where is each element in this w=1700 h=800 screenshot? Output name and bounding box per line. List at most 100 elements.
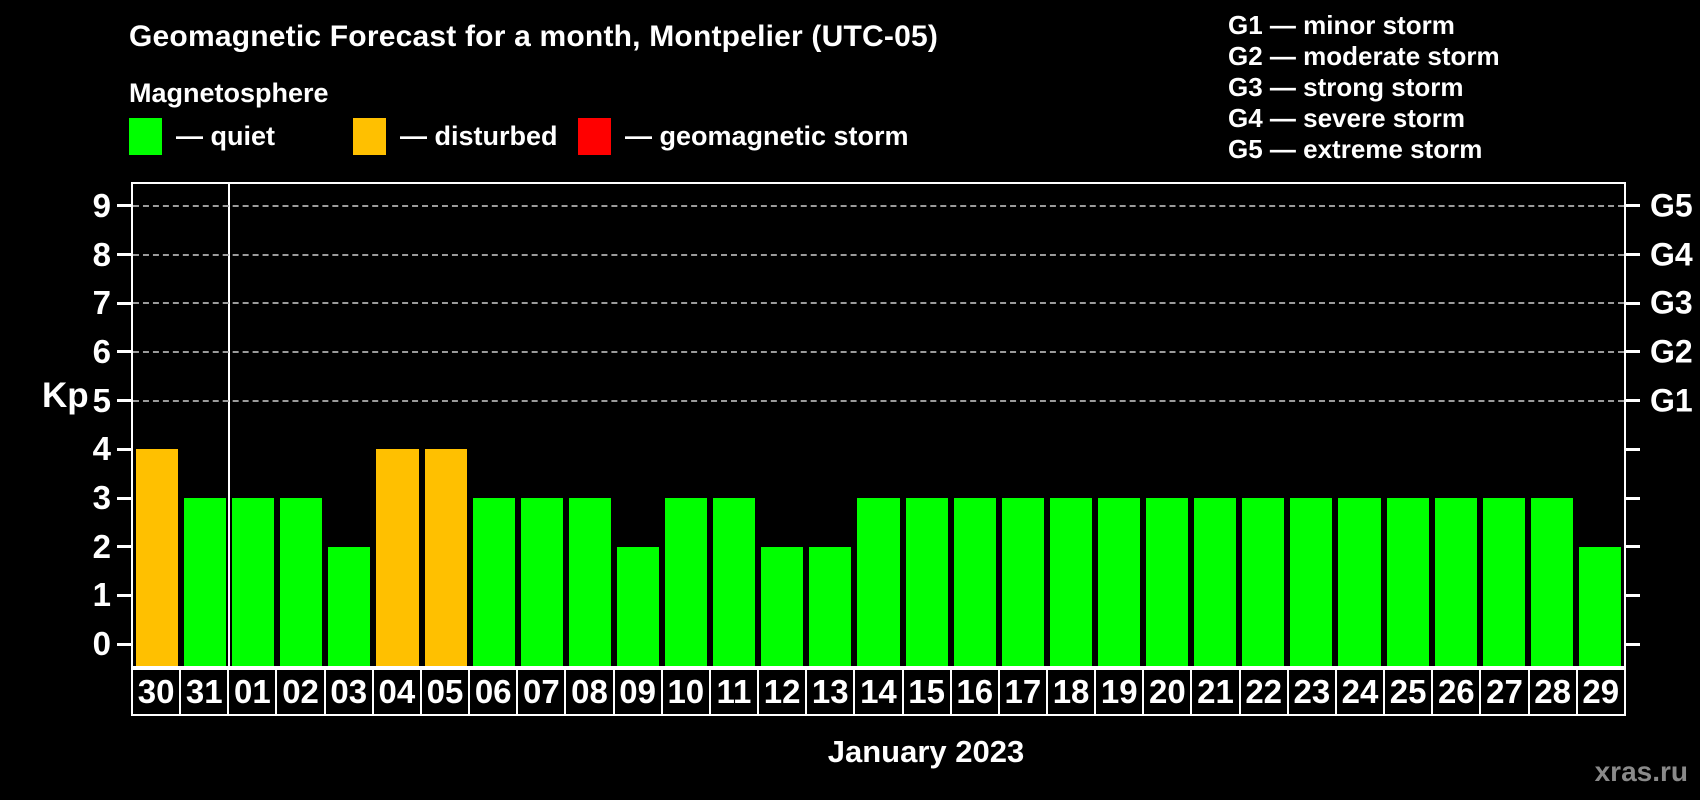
date-cell-29: 29 [1575,668,1626,716]
y-tick-label: 5 [92,381,111,419]
date-cell-21: 21 [1190,668,1241,716]
left-tick [117,545,131,549]
date-cell-10: 10 [660,668,711,716]
date-cell-08: 08 [564,668,615,716]
y-tick-label: 0 [92,625,111,663]
kp-bar-day-22 [1242,498,1285,666]
date-cell-27: 27 [1479,668,1530,716]
gridline-kp9 [133,204,1624,207]
y-tick-label: 1 [92,576,111,614]
kp-bar-day-20 [1146,498,1189,666]
date-cell-09: 09 [612,668,663,716]
kp-bar-day-09 [616,546,660,666]
date-cell-31: 31 [179,668,230,716]
y-tick-label: 9 [92,186,111,224]
date-cell-25: 25 [1383,668,1434,716]
left-tick [117,642,131,646]
kp-bar-day-29 [1578,546,1621,666]
watermark: xras.ru [1594,756,1688,787]
y-axis-title: Kp [42,376,89,415]
legend-label: — geomagnetic storm [625,121,909,151]
right-tick [1626,447,1640,451]
kp-bar-day-13 [809,546,852,666]
right-tick [1626,545,1640,549]
bars-container [133,184,1624,666]
month-separator-line [228,184,231,666]
g-scale-legend-item: G3 — strong storm [1228,72,1464,102]
date-cell-18: 18 [1045,668,1097,716]
date-cell-19: 19 [1094,668,1145,716]
magnetosphere-heading: Magnetosphere [129,78,329,108]
date-cell-24: 24 [1334,668,1386,716]
chart-title: Geomagnetic Forecast for a month, Montpe… [129,20,939,53]
right-tick [1626,642,1640,646]
y-tick-label: 7 [92,284,111,322]
date-cell-20: 20 [1142,668,1193,716]
date-cell-02: 02 [275,668,326,716]
right-tick [1626,399,1640,403]
left-tick [117,301,131,305]
g-scale-legend-item: G2 — moderate storm [1228,41,1500,71]
gridline-kp5 [133,399,1624,402]
date-cell-26: 26 [1431,668,1482,716]
left-tick [117,447,131,451]
kp-bar-day-06 [472,498,515,666]
date-cell-17: 17 [997,668,1048,716]
g-level-label: G4 [1650,236,1693,273]
date-cell-23: 23 [1286,668,1337,716]
kp-bar-day-02 [280,498,323,666]
kp-bar-day-08 [568,498,611,666]
y-tick-label: 4 [92,430,111,468]
gridline-kp8 [133,253,1624,256]
date-cell-01: 01 [227,668,278,716]
kp-bar-day-30 [136,449,179,666]
left-tick [117,253,131,257]
date-cell-04: 04 [371,668,422,716]
legend-item-quiet: — quiet [129,118,275,155]
date-cell-16: 16 [949,668,1000,716]
kp-bar-day-05 [424,449,467,666]
kp-bar-day-28 [1530,498,1573,666]
g-scale-legend-item: G5 — extreme storm [1228,134,1483,164]
kp-bar-day-19 [1097,498,1141,666]
x-axis-title: January 2023 [827,734,1025,769]
left-tick [117,496,131,500]
date-cell-22: 22 [1238,668,1289,716]
kp-bar-day-15 [905,498,948,666]
g-level-label: G5 [1650,187,1693,224]
disturbed-color-swatch [353,118,386,155]
right-tick [1626,253,1640,257]
kp-bar-day-24 [1338,498,1381,666]
gridline-kp7 [133,302,1624,305]
right-tick [1626,204,1640,208]
kp-bar-day-16 [953,498,996,666]
left-tick [117,204,131,208]
g-level-label: G2 [1650,333,1693,370]
kp-bar-day-12 [761,546,804,666]
kp-bar-day-03 [328,546,371,666]
date-cell-14: 14 [853,668,904,716]
date-cell-28: 28 [1527,668,1578,716]
kp-bar-day-18 [1049,498,1092,666]
y-tick-label: 6 [92,332,111,370]
kp-bar-day-01 [232,498,275,666]
date-cell-15: 15 [901,668,952,716]
date-cell-30: 30 [131,668,182,716]
date-axis: 30 31 01 02 03 04 05 06 07 08 09 10 11 12 13 14 15 16 17 18… [131,668,1626,716]
kp-bar-day-25 [1386,498,1429,666]
right-tick [1626,593,1640,597]
kp-bar-day-07 [520,498,563,666]
storm-color-swatch [578,118,611,155]
y-tick-label: 3 [92,479,111,517]
g-scale-legend: G1 — minor storm G2 — moderate storm G3 — … [1228,10,1500,165]
quiet-color-swatch [129,118,162,155]
legend-item-storm: — geomagnetic storm [578,118,909,155]
kp-bar-chart: 0 1 2 3 4 5 6 7 8 9 G1 G2 G3 G4 G5 [93,182,1693,668]
left-tick [117,399,131,403]
kp-bar-day-31 [184,498,227,666]
legend-label: — quiet [176,121,275,151]
magnetosphere-legend: — quiet — disturbed — geomagnetic storm [129,118,1079,162]
kp-bar-day-11 [713,498,756,666]
kp-bar-day-04 [376,449,419,666]
g-level-label: G1 [1650,382,1693,419]
